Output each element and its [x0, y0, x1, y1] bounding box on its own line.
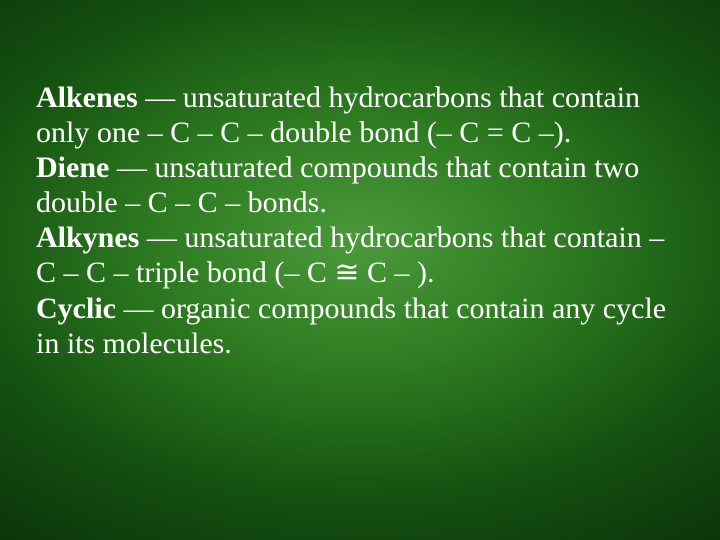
def-cyclic: — organic compounds that contain any cyc… [36, 292, 666, 360]
term-diene: Diene [36, 151, 109, 184]
term-alkynes: Alkynes [36, 221, 147, 254]
slide-container: Alkenes — unsaturated hydrocarbons that … [0, 0, 720, 540]
term-alkenes: Alkenes [36, 81, 138, 114]
slide-text-block: Alkenes — unsaturated hydrocarbons that … [36, 80, 684, 361]
def-diene: — unsaturated compounds that contain two… [36, 151, 639, 219]
term-cyclic: Cyclic [36, 292, 116, 325]
